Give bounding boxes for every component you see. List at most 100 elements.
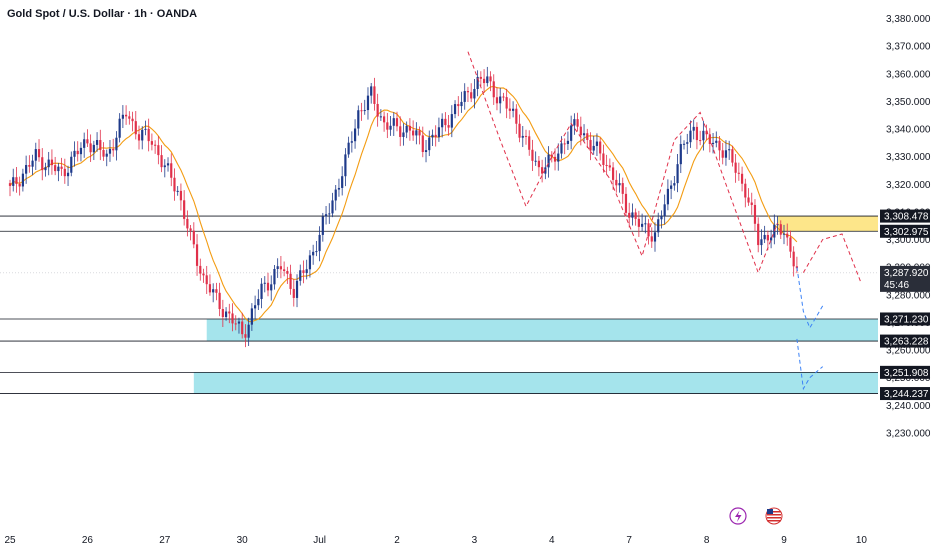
event-icons — [729, 507, 783, 525]
candle-body — [321, 216, 324, 235]
candle-body — [757, 223, 760, 246]
candle-body — [479, 76, 482, 79]
candle-body — [557, 153, 560, 162]
candle-body — [534, 160, 537, 162]
candle-body — [776, 224, 779, 226]
candle-body — [160, 155, 163, 168]
candle-body — [750, 202, 753, 205]
y-tick-label: 3,280.000 — [886, 290, 931, 301]
zones-layer — [193, 216, 879, 394]
candle-body — [682, 143, 686, 145]
candle-body — [631, 212, 634, 218]
zone-demand-1[interactable] — [206, 318, 879, 342]
zone-supply-0[interactable] — [777, 216, 878, 232]
candle-body — [463, 91, 466, 102]
lightning-icon[interactable] — [729, 507, 747, 525]
current-price-label: 3,287.920 — [884, 268, 929, 279]
candle-body — [550, 154, 553, 157]
candle-body — [173, 177, 176, 192]
candle-body — [679, 144, 682, 165]
candle-body — [150, 141, 153, 145]
candle-body — [492, 81, 495, 98]
candle-body — [86, 139, 89, 144]
candle-body — [37, 149, 41, 158]
candle-body — [447, 125, 450, 128]
candle-body — [657, 219, 660, 233]
candle-body — [183, 200, 186, 219]
candle-body — [653, 232, 657, 242]
x-tick-label: 7 — [626, 535, 632, 546]
candle-body — [202, 273, 205, 276]
candle-body — [50, 159, 54, 166]
candle-body — [521, 135, 524, 138]
candle-body — [560, 143, 563, 154]
candle-body — [711, 142, 715, 144]
candle-body — [373, 86, 376, 104]
candle-body — [634, 212, 637, 219]
candle-body — [544, 167, 547, 174]
candle-body — [112, 148, 115, 151]
candle-body — [28, 165, 31, 167]
candle-body — [244, 334, 247, 338]
candle-body — [586, 133, 589, 140]
candle-body — [170, 163, 173, 178]
zone-demand-2[interactable] — [193, 372, 878, 394]
x-tick-label: 10 — [856, 535, 868, 546]
candle-body — [399, 126, 402, 137]
candle-body — [699, 140, 702, 142]
candle-body — [611, 167, 615, 180]
candle-body — [131, 118, 134, 122]
candle-body — [692, 126, 695, 131]
candle-body — [163, 165, 166, 168]
candle-body — [702, 130, 705, 141]
candle-body — [573, 119, 576, 126]
candle-body — [408, 125, 411, 131]
candle-body — [15, 177, 18, 184]
y-tick-label: 3,370.000 — [886, 42, 931, 53]
candle-body — [740, 173, 744, 184]
candle-body — [331, 200, 334, 214]
candle-body — [537, 160, 540, 168]
candle-body — [428, 137, 431, 151]
candle-body — [608, 165, 611, 168]
candle-body — [254, 305, 257, 309]
candle-body — [144, 128, 147, 130]
x-tick-label: 9 — [781, 535, 787, 546]
y-tick-label: 3,340.000 — [886, 125, 931, 136]
candle-body — [450, 114, 453, 128]
candle-body — [328, 213, 331, 215]
candle-body — [283, 269, 286, 271]
candle-body — [305, 269, 308, 274]
candle-body — [582, 133, 586, 136]
blue-path-1 — [796, 267, 824, 330]
candle-body — [650, 236, 653, 242]
candle-body — [192, 230, 195, 245]
level-label-bg — [880, 334, 930, 348]
candle-body — [495, 97, 499, 104]
candle-body — [576, 119, 579, 127]
candle-body — [431, 134, 434, 138]
candle-body — [337, 187, 341, 190]
candle-body — [376, 103, 379, 117]
candle-body — [489, 76, 492, 82]
candle-body — [473, 88, 476, 99]
y-tick-label: 3,320.000 — [886, 180, 931, 191]
candle-body — [718, 140, 721, 151]
candle-body — [486, 76, 489, 84]
candle-body — [31, 160, 34, 167]
candle-body — [83, 139, 86, 148]
candle-body — [231, 313, 234, 324]
candle-body — [731, 149, 734, 163]
candle-body — [418, 130, 421, 136]
candle-body — [273, 269, 276, 285]
candle-body — [499, 96, 502, 104]
candle-body — [441, 118, 444, 128]
current-price-label-bg — [880, 265, 930, 292]
candle-body — [63, 168, 66, 177]
candle-body — [60, 166, 63, 169]
candle-body — [786, 233, 789, 238]
candle-body — [570, 125, 573, 141]
us-flag-icon[interactable] — [765, 507, 783, 525]
candle-body — [460, 101, 463, 107]
